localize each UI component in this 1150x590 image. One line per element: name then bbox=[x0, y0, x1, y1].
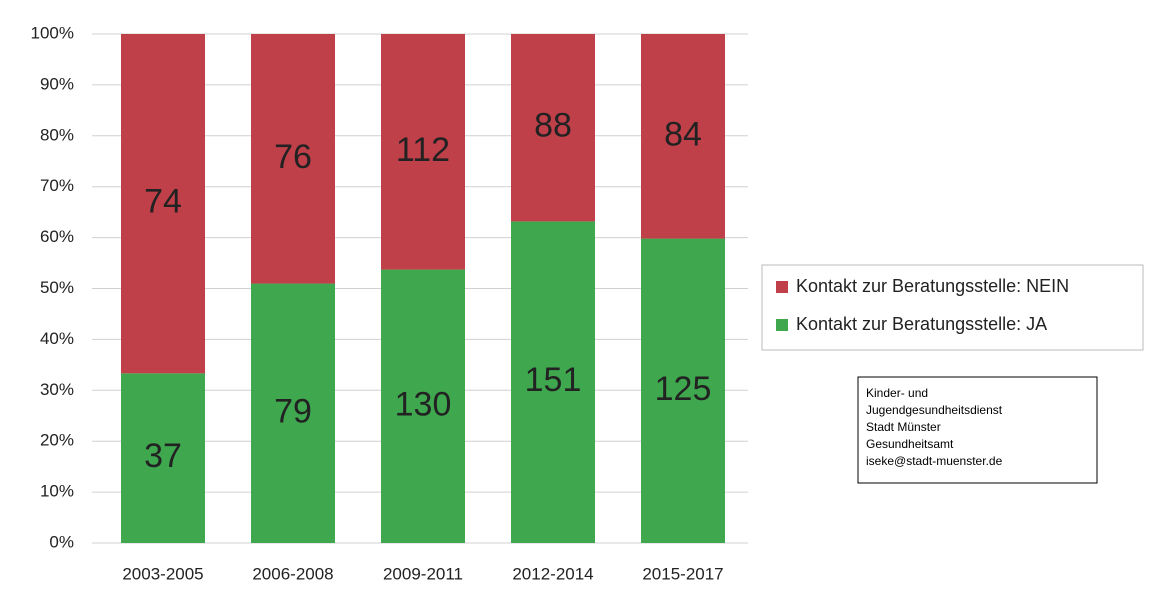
bar-segment bbox=[121, 373, 205, 543]
bar-segment bbox=[381, 269, 465, 543]
y-tick-label: 50% bbox=[40, 278, 74, 297]
value-label: 125 bbox=[655, 370, 712, 408]
legend-label: Kontakt zur Beratungsstelle: JA bbox=[796, 314, 1047, 334]
legend-swatch bbox=[776, 319, 788, 331]
value-label: 74 bbox=[144, 183, 182, 221]
x-tick-label: 2012-2014 bbox=[512, 564, 593, 583]
bar-segment bbox=[251, 283, 335, 543]
value-label: 151 bbox=[525, 361, 582, 399]
bar-segment bbox=[641, 34, 725, 239]
note-line: Kinder- und bbox=[866, 386, 928, 400]
bar-segment bbox=[511, 221, 595, 543]
x-tick-label: 2006-2008 bbox=[252, 564, 333, 583]
bar-segment bbox=[641, 238, 725, 543]
y-tick-label: 10% bbox=[40, 482, 74, 501]
legend-swatch bbox=[776, 281, 788, 293]
value-label: 76 bbox=[274, 138, 312, 176]
value-label: 37 bbox=[144, 437, 182, 475]
y-tick-label: 80% bbox=[40, 125, 74, 144]
x-tick-label: 2015-2017 bbox=[642, 564, 723, 583]
note-box bbox=[857, 376, 1098, 484]
y-tick-label: 100% bbox=[31, 23, 74, 42]
bar-segment bbox=[251, 34, 335, 284]
legend-label: Kontakt zur Beratungsstelle: NEIN bbox=[796, 276, 1069, 296]
bar-segment bbox=[511, 34, 595, 222]
value-label: 84 bbox=[664, 115, 702, 153]
value-label: 112 bbox=[396, 131, 450, 169]
y-tick-label: 90% bbox=[40, 74, 74, 93]
value-label: 130 bbox=[395, 385, 452, 423]
note-line: iseke@stadt-muenster.de bbox=[866, 454, 1003, 468]
y-tick-label: 20% bbox=[40, 431, 74, 450]
y-tick-label: 40% bbox=[40, 329, 74, 348]
y-tick-label: 70% bbox=[40, 176, 74, 195]
bar-segment bbox=[121, 34, 205, 374]
y-tick-label: 0% bbox=[49, 532, 74, 551]
note-line: Stadt Münster bbox=[866, 420, 941, 434]
value-label: 88 bbox=[534, 107, 572, 145]
y-tick-label: 30% bbox=[40, 380, 74, 399]
bar-segment bbox=[381, 34, 465, 270]
x-tick-label: 2003-2005 bbox=[122, 564, 203, 583]
value-label: 79 bbox=[274, 392, 312, 430]
legend-box bbox=[761, 264, 1144, 351]
note-line: Gesundheitsamt bbox=[866, 437, 954, 451]
note-line: Jugendgesundheitsdienst bbox=[866, 403, 1003, 417]
x-tick-label: 2009-2011 bbox=[383, 564, 463, 583]
y-tick-label: 60% bbox=[40, 227, 74, 246]
